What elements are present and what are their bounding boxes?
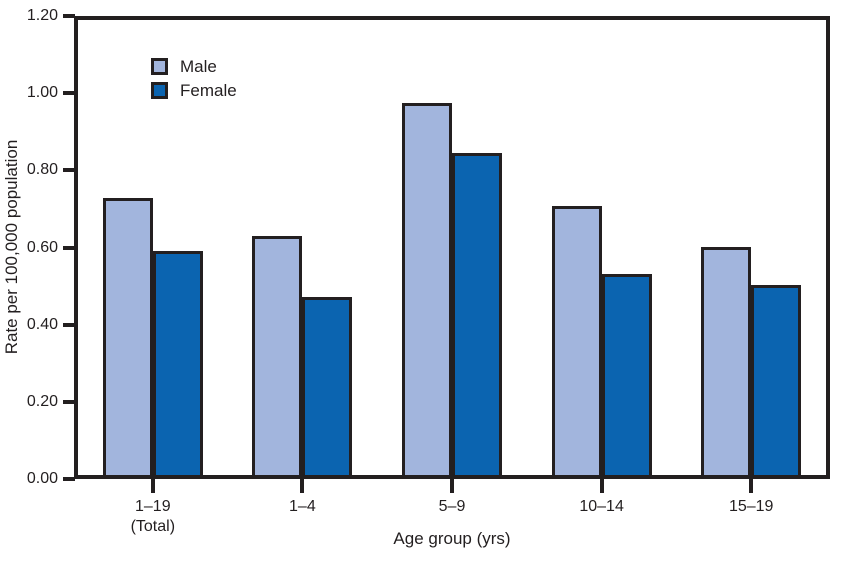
legend: Male Female (151, 57, 237, 105)
y-axis-tick (63, 91, 75, 96)
bar-female-group-4 (751, 285, 802, 475)
y-axis-tick (63, 14, 75, 18)
y-axis-tick-label: 1.00 (26, 84, 58, 102)
legend-item-female: Female (151, 81, 237, 100)
bar-male-group-1 (252, 236, 303, 475)
y-axis-tick (63, 245, 75, 250)
x-axis-tick-label: 5–9 (438, 498, 466, 515)
y-axis-tick (63, 322, 75, 327)
bar-male-group-3 (551, 206, 602, 475)
y-axis-tick-label: 1.20 (26, 7, 58, 24)
legend-item-male: Male (151, 57, 237, 76)
x-axis-tick (749, 479, 754, 493)
bar-female-group-2 (452, 153, 502, 475)
bar-male-group-2 (402, 103, 452, 475)
legend-label-male: Male (180, 57, 217, 76)
plot-area (74, 16, 830, 479)
bar-female-group-0 (152, 251, 203, 475)
bar-female-group-1 (302, 297, 353, 475)
y-axis-tick-label: 0.60 (26, 238, 58, 256)
y-axis-tick (63, 168, 75, 173)
legend-label-female: Female (180, 81, 237, 100)
female-swatch (151, 82, 168, 99)
bar-male-group-0 (102, 198, 153, 475)
y-axis-tick-label: 0.80 (26, 161, 58, 179)
x-axis-tick-label: 1–19 (Total) (130, 498, 176, 535)
x-axis-title: Age group (yrs) (393, 529, 511, 548)
male-swatch (151, 58, 168, 75)
y-axis-tick-label: 0.00 (26, 470, 58, 487)
y-axis-tick-label: 0.40 (26, 315, 58, 333)
x-axis-tick (599, 479, 604, 493)
x-axis-tick-label: 10–14 (579, 498, 624, 515)
bar-male-group-4 (701, 247, 752, 475)
x-axis-tick (150, 479, 155, 493)
bar-female-group-3 (601, 274, 652, 475)
y-axis-tick (63, 477, 75, 481)
x-axis-tick (450, 479, 454, 493)
y-axis-tick (63, 399, 75, 404)
y-axis-tick-label: 0.20 (26, 392, 58, 410)
x-axis-tick (300, 479, 305, 493)
x-axis-tick-label: 15–19 (728, 498, 774, 515)
x-axis-tick-label: 1–4 (289, 498, 316, 515)
